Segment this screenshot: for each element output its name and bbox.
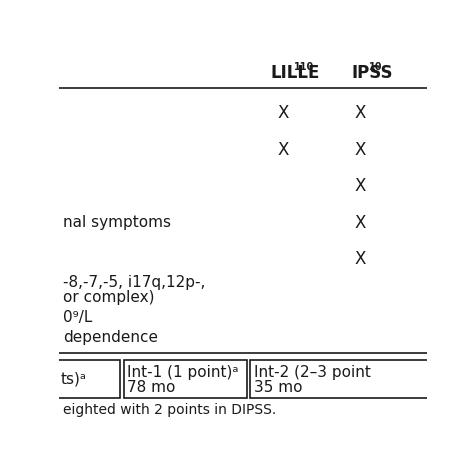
Text: nal symptoms: nal symptoms [63,216,171,230]
Text: X: X [278,104,289,122]
FancyBboxPatch shape [124,360,246,398]
FancyBboxPatch shape [57,360,120,398]
Text: X: X [278,141,289,159]
Text: ts)ᵃ: ts)ᵃ [61,372,87,386]
Text: 35 mo: 35 mo [254,380,302,395]
Text: X: X [355,104,366,122]
Text: eighted with 2 points in DIPSS.: eighted with 2 points in DIPSS. [63,403,276,417]
FancyBboxPatch shape [250,360,430,398]
Text: Int-2 (2–3 point: Int-2 (2–3 point [254,365,371,380]
Text: 10: 10 [369,62,383,72]
Text: 110: 110 [294,62,315,72]
Text: X: X [355,177,366,195]
Text: -8,-7,-5, i17q,12p-,: -8,-7,-5, i17q,12p-, [63,274,205,290]
Text: IPSS: IPSS [351,64,393,82]
Text: X: X [355,250,366,268]
Text: X: X [355,214,366,232]
Text: 78 mo: 78 mo [127,380,175,395]
Text: 0⁹/L: 0⁹/L [63,310,92,325]
Text: LILLE: LILLE [271,64,320,82]
Text: or complex): or complex) [63,290,155,305]
Text: X: X [355,141,366,159]
Text: Int-1 (1 point)ᵃ: Int-1 (1 point)ᵃ [127,365,239,380]
Text: dependence: dependence [63,330,158,346]
